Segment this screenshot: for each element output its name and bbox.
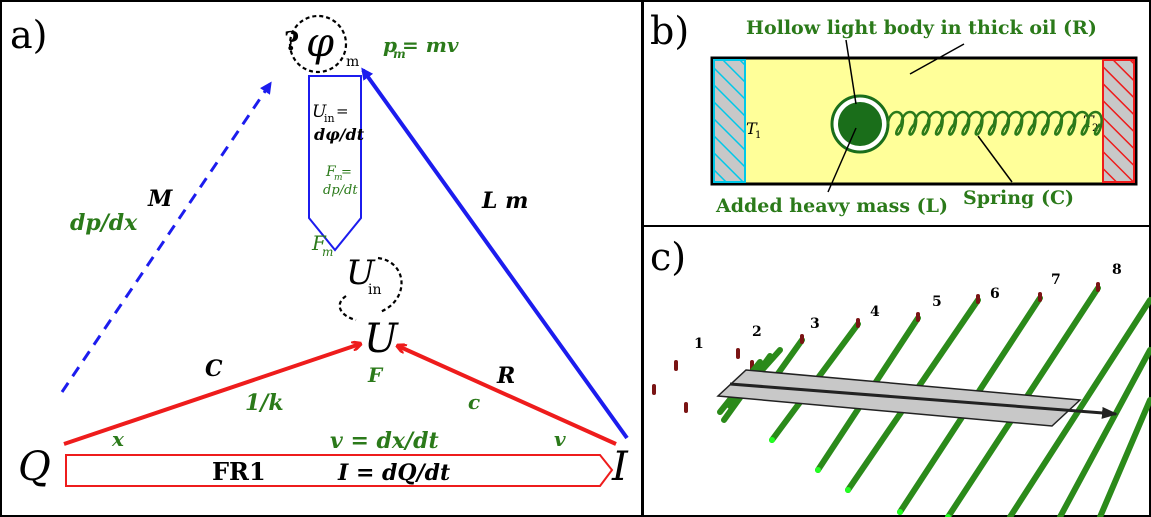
panel-a-label: a) — [10, 13, 47, 57]
l-line — [361, 67, 629, 440]
panel-c-label: c) — [650, 235, 686, 279]
fr1-label: FR1 — [212, 457, 266, 486]
oil-tank — [710, 56, 1138, 186]
spring — [886, 110, 1103, 136]
c-arrow — [63, 344, 360, 446]
rod-number-4: 4 — [870, 304, 880, 320]
rod-number-3: 3 — [810, 316, 820, 332]
i-node: I — [611, 444, 629, 490]
rod-number-7: 7 — [1051, 272, 1061, 288]
title-leader — [845, 39, 857, 105]
r-label: R — [496, 363, 515, 389]
uin-fm-pentagon — [308, 75, 362, 252]
uin-eq-sub: in — [324, 112, 335, 125]
fm-eq-eq: = — [341, 165, 352, 180]
t2-label-sub: 2 — [1092, 123, 1098, 134]
t1-label: T — [746, 119, 758, 138]
wall-t2 — [1102, 59, 1135, 183]
rod — [1057, 347, 1151, 517]
pm-p: p — [383, 33, 397, 57]
u-in-node: U — [346, 253, 376, 293]
rod-number-6: 6 — [990, 286, 1000, 302]
rod-number-8: 8 — [1112, 262, 1122, 278]
mass-label: Added heavy mass (L) — [715, 195, 948, 217]
v-label: v — [554, 427, 566, 451]
phi-node: φ — [306, 20, 334, 66]
rod-number-2: 2 — [752, 324, 762, 340]
phi-node-sub: m — [346, 54, 359, 70]
m-label: M — [147, 186, 173, 212]
c-small-label: c — [468, 390, 480, 414]
rod-foot — [815, 467, 821, 473]
fm-label-sub: m — [322, 245, 333, 259]
f-label: F — [367, 363, 384, 387]
uin-eq-derivative: dφ/dt — [314, 125, 365, 144]
fm-eq-f: F — [325, 164, 337, 180]
fm-eq-sub: m — [334, 173, 343, 183]
heavy-mass — [838, 102, 882, 146]
lm-label: L m — [481, 188, 528, 214]
panel-b-label: b) — [650, 9, 689, 53]
u-node: U — [364, 316, 399, 362]
x-label: x — [111, 427, 125, 451]
uin-eq-u: U — [312, 102, 327, 122]
rod-foot — [845, 487, 851, 493]
v-eq-label: v = dx/dt — [330, 428, 439, 454]
u-in-loop — [377, 256, 403, 314]
r-arrow — [398, 346, 617, 446]
spring-leader — [977, 135, 1013, 183]
q-node: Q — [18, 444, 51, 490]
dpdx-label: dp/dx — [70, 210, 138, 236]
spring-label: Spring (C) — [963, 187, 1074, 209]
fm-eq-derivative: dp/dt — [323, 183, 358, 198]
pm-sub: m — [393, 47, 406, 61]
rod — [1007, 297, 1151, 517]
m-dashed-line — [60, 81, 272, 393]
k-label: 1/k — [245, 390, 284, 416]
panel-b-title: Hollow light body in thick oil (R) — [746, 17, 1097, 39]
fm-label: F — [311, 231, 327, 255]
uin-eq-eq: = — [336, 102, 349, 120]
rod-foot — [769, 437, 775, 443]
oil-leader — [909, 43, 965, 75]
pulse-arrow — [729, 382, 1118, 419]
i-eq-label: I = dQ/dt — [337, 460, 450, 486]
rod-number-1: 1 — [694, 336, 704, 352]
fr1-pentagon — [65, 454, 614, 487]
panel-c-frame — [642, 225, 1151, 517]
rod — [1097, 397, 1151, 517]
t1-label-sub: 1 — [755, 130, 761, 141]
mass-leader — [827, 127, 857, 193]
pm-eq: = mv — [402, 33, 459, 57]
phi-loop — [288, 14, 348, 74]
wall-t1 — [713, 59, 746, 183]
rod-number-5: 5 — [932, 294, 942, 310]
u-in-loop-left — [338, 295, 357, 322]
rod-foot — [945, 514, 951, 517]
rod-foot — [897, 509, 903, 515]
u-in-node-sub: in — [368, 282, 382, 298]
c-label: C — [205, 356, 223, 382]
question-mark: ? — [284, 27, 299, 57]
